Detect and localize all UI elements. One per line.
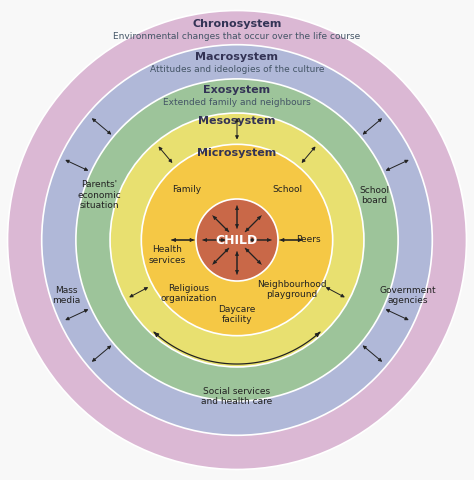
Text: Religious
organization: Religious organization (160, 284, 217, 303)
Text: Peers: Peers (296, 236, 320, 244)
Circle shape (196, 199, 278, 281)
Text: Daycare
facility: Daycare facility (219, 304, 255, 324)
Text: Macrosystem: Macrosystem (195, 52, 279, 62)
Circle shape (76, 79, 398, 401)
Text: Environmental changes that occur over the life course: Environmental changes that occur over th… (113, 32, 361, 41)
Text: Neighbourhood
playground: Neighbourhood playground (257, 280, 327, 300)
Text: Chronosystem: Chronosystem (192, 19, 282, 29)
Text: Government
agencies: Government agencies (380, 286, 436, 305)
Text: Social services
and health care: Social services and health care (201, 386, 273, 406)
Circle shape (42, 45, 432, 435)
Text: School: School (273, 185, 302, 194)
Text: Attitudes and ideologies of the culture: Attitudes and ideologies of the culture (150, 65, 324, 74)
Circle shape (110, 113, 364, 367)
Circle shape (141, 144, 333, 336)
Text: Mesosystem: Mesosystem (198, 116, 276, 126)
Text: CHILD: CHILD (216, 233, 258, 247)
Text: Microsystem: Microsystem (197, 148, 277, 158)
Text: School
board: School board (359, 186, 390, 205)
Circle shape (8, 11, 466, 469)
Text: Mass
media: Mass media (52, 286, 80, 305)
Text: Exosystem: Exosystem (203, 85, 271, 96)
Text: Parents'
economic
situation: Parents' economic situation (78, 180, 121, 210)
Text: Health
services: Health services (149, 245, 186, 264)
Text: Family: Family (172, 185, 201, 194)
Text: Extended family and neighbours: Extended family and neighbours (163, 98, 311, 108)
